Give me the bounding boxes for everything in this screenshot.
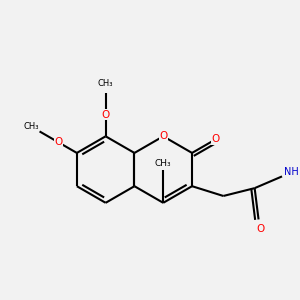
Text: CH₃: CH₃	[155, 159, 172, 168]
Text: O: O	[256, 224, 265, 234]
Text: CH₃: CH₃	[98, 79, 113, 88]
Text: O: O	[212, 134, 220, 144]
Text: CH₃: CH₃	[23, 122, 39, 131]
Text: O: O	[101, 110, 110, 120]
Text: O: O	[54, 137, 62, 147]
Text: O: O	[159, 131, 167, 141]
Text: NH: NH	[284, 167, 299, 178]
